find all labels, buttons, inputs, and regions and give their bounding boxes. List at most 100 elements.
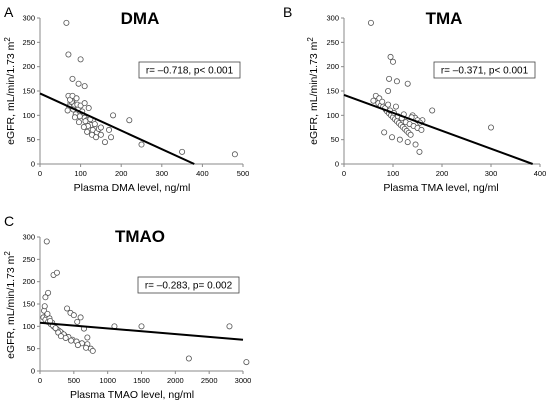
data-point: [416, 148, 423, 155]
data-point: [370, 97, 377, 104]
data-point: [387, 53, 394, 60]
panel-b: B TMA 0 50 100 150 200 250 300 0 100 200 300 400 r= –0…: [283, 4, 546, 194]
panel-letter: A: [4, 4, 14, 20]
x-tick-label: 400: [196, 169, 209, 178]
y-tick-label: 300: [326, 14, 339, 23]
data-point: [75, 80, 82, 87]
data-point: [64, 107, 71, 114]
panel-letter: C: [4, 213, 14, 229]
data-point: [76, 113, 83, 120]
stat-box: [137, 276, 240, 294]
data-point: [126, 117, 133, 124]
x-tick-label: 300: [485, 169, 498, 178]
data-point: [385, 101, 392, 108]
data-point: [68, 337, 75, 344]
x-tick-label: 2500: [201, 376, 218, 385]
x-tick-label: 500: [237, 169, 250, 178]
x-tick-label: 100: [74, 169, 87, 178]
y-tick-label: 50: [27, 344, 35, 353]
data-point: [70, 312, 77, 319]
data-point: [243, 359, 250, 366]
data-point: [185, 355, 192, 362]
x-tick-label: 1000: [99, 376, 116, 385]
y-tick-label: 200: [22, 62, 35, 71]
x-tick-label: 200: [115, 169, 128, 178]
data-point: [379, 98, 386, 105]
data-point: [487, 124, 494, 131]
x-tick-label: 1500: [133, 376, 150, 385]
data-point: [418, 126, 425, 133]
stat-box: [138, 61, 241, 79]
data-point: [82, 118, 89, 125]
chart-title: TMA: [426, 9, 463, 28]
data-point: [41, 303, 48, 310]
data-point: [381, 129, 388, 136]
data-point: [97, 124, 104, 131]
chart-title: DMA: [121, 9, 160, 28]
data-point: [63, 19, 70, 26]
data-point: [385, 88, 392, 95]
x-axis-label: Plasma TMAO level, ng/ml: [70, 389, 194, 401]
regression-line: [39, 92, 195, 165]
y-tick-label: 250: [22, 255, 35, 264]
x-tick-label: 0: [342, 169, 346, 178]
y-tick-label: 150: [326, 87, 339, 96]
data-point: [85, 105, 92, 112]
data-point: [80, 124, 87, 131]
x-axis-label: Plasma TMA level, ng/ml: [383, 182, 498, 194]
data-point: [75, 119, 82, 126]
y-axis-label-text: eGFR, mL/min/1.73 m: [5, 255, 17, 359]
regression-line: [343, 93, 533, 165]
data-point: [89, 347, 96, 354]
data-point: [83, 344, 90, 351]
x-tick-label: 500: [68, 376, 81, 385]
stat-annotation: r= –0.371, p< 0.001: [441, 66, 529, 77]
data-point: [65, 51, 72, 58]
y-tick-label: 200: [326, 62, 339, 71]
data-point: [69, 75, 76, 82]
y-tick-label: 0: [31, 367, 35, 376]
y-axis-label-superscript: 2: [3, 251, 12, 256]
x-tick-label: 400: [534, 169, 547, 178]
data-point: [404, 80, 411, 87]
data-point: [53, 269, 60, 276]
data-point: [77, 56, 84, 63]
data-point: [77, 314, 84, 321]
data-point: [81, 83, 88, 90]
y-axis-label-text: eGFR, mL/min/1.73 m: [308, 41, 320, 145]
data-point: [367, 19, 374, 26]
y-axis-label-text: eGFR, mL/min/1.73 m: [5, 41, 17, 145]
y-tick-label: 50: [331, 135, 339, 144]
y-axis-label-superscript: 2: [306, 37, 315, 42]
data-point: [392, 103, 399, 110]
data-point: [110, 112, 117, 119]
panel-a: A DMA 0 50 100 150 200 250 300 0 100 200 300 400 500 r=…: [3, 4, 249, 194]
data-point: [101, 139, 108, 146]
data-point: [74, 318, 81, 325]
y-tick-label: 200: [22, 277, 35, 286]
data-point: [393, 78, 400, 85]
x-tick-label: 100: [387, 169, 400, 178]
data-point: [71, 114, 78, 121]
data-point: [389, 58, 396, 65]
data-point: [106, 126, 113, 133]
data-point: [93, 134, 100, 141]
y-tick-label: 250: [326, 38, 339, 47]
stat-box: [433, 61, 536, 79]
data-point: [389, 134, 396, 141]
data-point: [84, 334, 91, 341]
chart-title: TMAO: [115, 227, 165, 246]
x-tick-label: 3000: [235, 376, 252, 385]
data-point: [138, 323, 145, 330]
y-axis-label: eGFR, mL/min/1.73 m2: [306, 37, 320, 145]
stat-annotation: r= –0.283, p= 0.002: [145, 281, 233, 292]
y-tick-label: 100: [22, 322, 35, 331]
data-point: [42, 294, 49, 301]
y-axis-label-superscript: 2: [3, 37, 12, 42]
x-tick-label: 2000: [167, 376, 184, 385]
x-tick-label: 300: [156, 169, 169, 178]
data-point: [429, 107, 436, 114]
y-tick-label: 300: [22, 233, 35, 242]
y-tick-label: 100: [326, 111, 339, 120]
